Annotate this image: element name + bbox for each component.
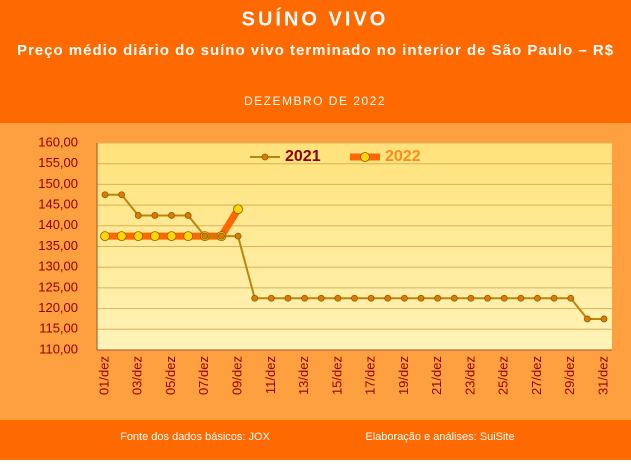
point (134, 212, 142, 219)
chart-subtitle: Preço médio diário do suíno vivo termina… (16, 42, 615, 59)
point (151, 212, 159, 219)
y-tick-label: 125,00 (38, 279, 78, 294)
point (550, 294, 558, 302)
y-tick-label: 160,00 (38, 134, 78, 149)
point (567, 294, 575, 302)
subtitle-box: Preço médio diário do suíno vivo termina… (16, 42, 615, 59)
point (534, 294, 541, 302)
point (201, 232, 209, 240)
footer-credit: Elaboração e análises: SuiSite (365, 431, 514, 443)
point (600, 315, 608, 323)
point (284, 294, 292, 302)
point (234, 232, 242, 240)
point (334, 294, 342, 302)
point (467, 294, 475, 302)
point (500, 294, 508, 302)
x-tick-label: 11/dez (263, 356, 278, 394)
point (351, 294, 358, 302)
x-tick-label: 27/dez (529, 356, 544, 395)
legend-label: 2022 (385, 148, 421, 165)
point (417, 294, 425, 302)
point (384, 294, 392, 302)
point (100, 231, 110, 242)
x-tick-label: 01/dez (96, 356, 111, 395)
x-tick-label: 21/dez (429, 356, 444, 395)
legend-label: 2021 (285, 148, 321, 165)
period: DEZEMBRO DE 2022 (244, 94, 386, 108)
x-tick-label: 15/dez (329, 356, 344, 395)
x-tick-label: 29/dez (562, 356, 577, 395)
x-tick-label: 13/dez (296, 356, 311, 395)
point (116, 231, 127, 242)
point (484, 294, 491, 302)
x-tick-label: 07/dez (196, 356, 211, 395)
point (317, 294, 325, 302)
y-tick-label: 145,00 (38, 197, 78, 212)
point (400, 294, 408, 302)
legend-marker (360, 152, 370, 162)
x-tick-label: 03/dez (130, 356, 145, 395)
x-tick-label: 23/dez (462, 356, 477, 395)
point (251, 294, 259, 302)
point (218, 232, 225, 240)
x-tick-label: 19/dez (396, 356, 411, 395)
y-tick-label: 135,00 (38, 238, 78, 253)
chart-title: SUÍNO VIVO (242, 7, 389, 30)
point (301, 294, 309, 302)
point (166, 231, 177, 242)
point (367, 294, 375, 302)
point (168, 212, 175, 219)
x-tick-label: 25/dez (496, 356, 511, 395)
y-tick-label: 155,00 (38, 155, 78, 170)
y-tick-label: 115,00 (39, 321, 78, 336)
point (101, 191, 109, 199)
footer-source: Fonte dos dados básicos: JOX (120, 431, 270, 443)
point (233, 204, 243, 215)
y-tick-label: 140,00 (38, 217, 78, 232)
point (149, 231, 160, 242)
point (133, 231, 144, 242)
y-tick-label: 150,00 (38, 176, 78, 191)
point (583, 315, 591, 323)
point (517, 294, 525, 302)
point (450, 294, 458, 302)
x-tick-label: 31/dez (595, 356, 610, 395)
y-tick-label: 130,00 (38, 259, 78, 274)
point (118, 191, 126, 199)
x-tick-label: 05/dez (163, 356, 178, 395)
point (267, 294, 275, 302)
y-tick-label: 110,00 (39, 341, 78, 356)
x-tick-label: 09/dez (230, 356, 245, 395)
point (183, 231, 194, 242)
x-tick-label: 17/dez (363, 356, 378, 395)
legend-marker (261, 153, 269, 161)
y-tick-label: 120,00 (38, 300, 78, 315)
point (434, 294, 442, 302)
point (184, 212, 192, 219)
